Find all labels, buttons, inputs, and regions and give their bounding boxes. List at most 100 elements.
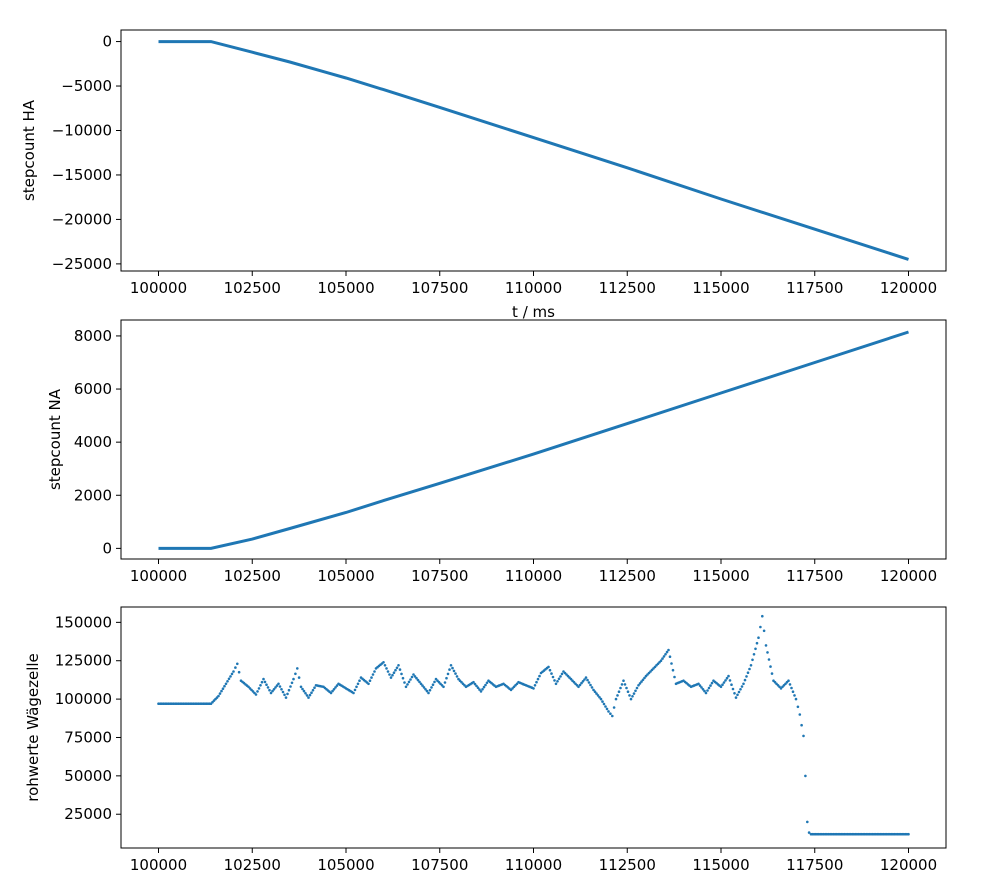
data-point bbox=[740, 685, 744, 688]
data-point bbox=[352, 691, 355, 695]
data-point bbox=[631, 695, 634, 698]
data-point bbox=[752, 653, 756, 656]
data-point bbox=[643, 676, 646, 680]
data-point bbox=[313, 686, 316, 689]
data-point bbox=[310, 691, 313, 694]
data-point bbox=[308, 693, 312, 697]
data-point bbox=[397, 664, 400, 667]
data-point bbox=[262, 677, 265, 681]
data-point bbox=[616, 694, 619, 697]
data-point bbox=[385, 667, 388, 670]
data-point bbox=[764, 644, 768, 647]
x-tick-label: 115000 bbox=[692, 567, 749, 585]
data-point bbox=[725, 676, 729, 680]
y-tick-label: 125000 bbox=[55, 652, 112, 670]
data-point bbox=[583, 678, 586, 681]
data-point bbox=[609, 712, 612, 715]
data-point bbox=[532, 687, 535, 690]
data-point bbox=[416, 678, 420, 682]
data-point bbox=[710, 681, 714, 685]
data-point bbox=[418, 680, 421, 684]
data-point bbox=[554, 682, 558, 686]
data-point bbox=[234, 666, 237, 669]
data-point bbox=[601, 700, 604, 703]
data-point bbox=[589, 683, 592, 687]
data-point bbox=[388, 673, 391, 676]
data-point bbox=[445, 676, 448, 680]
data-point bbox=[454, 672, 457, 675]
data-point bbox=[734, 696, 738, 699]
data-point bbox=[473, 682, 477, 686]
data-point bbox=[770, 672, 774, 675]
data-point bbox=[556, 680, 559, 683]
x-tick-label: 120000 bbox=[880, 279, 937, 297]
data-point bbox=[428, 688, 432, 692]
data-point bbox=[762, 629, 766, 633]
data-point bbox=[800, 723, 803, 727]
data-point bbox=[433, 680, 436, 684]
x-tick-label: 100000 bbox=[130, 856, 187, 874]
data-point bbox=[637, 684, 640, 687]
data-point bbox=[415, 676, 418, 680]
data-point bbox=[599, 697, 603, 701]
data-point bbox=[479, 690, 483, 693]
data-point bbox=[584, 676, 588, 679]
data-point bbox=[329, 691, 333, 695]
y-tick-label: −25000 bbox=[52, 255, 112, 273]
data-point bbox=[260, 680, 264, 684]
data-point bbox=[659, 659, 663, 662]
data-point bbox=[628, 694, 631, 697]
data-point bbox=[593, 690, 597, 693]
x-tick-label: 120000 bbox=[880, 567, 937, 585]
data-point bbox=[788, 683, 792, 686]
data-point bbox=[802, 734, 805, 738]
data-point bbox=[767, 658, 771, 661]
data-point bbox=[755, 641, 759, 645]
data-point bbox=[382, 661, 385, 664]
data-point bbox=[391, 673, 394, 677]
data-point bbox=[626, 690, 630, 693]
data-point bbox=[804, 774, 807, 778]
data-point bbox=[370, 676, 373, 679]
x-tick-label: 112500 bbox=[599, 279, 656, 297]
data-point bbox=[547, 665, 550, 669]
data-point bbox=[698, 684, 702, 687]
data-point bbox=[259, 684, 262, 687]
data-point bbox=[769, 665, 772, 668]
data-point bbox=[292, 677, 295, 681]
data-point bbox=[668, 655, 672, 658]
data-point bbox=[629, 697, 633, 701]
data-point bbox=[353, 688, 357, 692]
data-point bbox=[297, 676, 301, 679]
data-point bbox=[256, 690, 259, 693]
data-point bbox=[230, 672, 234, 676]
data-point bbox=[700, 686, 703, 689]
data-point bbox=[302, 689, 306, 693]
data-point bbox=[478, 688, 481, 691]
data-point bbox=[743, 678, 747, 682]
data-point bbox=[790, 686, 793, 690]
x-tick-label: 100000 bbox=[130, 279, 187, 297]
x-tick-label: 105000 bbox=[317, 567, 374, 585]
data-point bbox=[389, 676, 393, 679]
y-axis-label: rohwerte Wägezelle bbox=[24, 653, 42, 802]
data-point bbox=[794, 697, 798, 701]
data-point bbox=[697, 682, 700, 686]
data-point bbox=[761, 614, 764, 618]
data-point bbox=[409, 678, 412, 681]
data-point bbox=[448, 668, 451, 671]
series-line bbox=[158, 330, 909, 550]
data-point bbox=[586, 678, 589, 682]
data-point bbox=[268, 688, 271, 692]
y-tick-label: 8000 bbox=[74, 327, 112, 345]
x-tick-label: 105000 bbox=[317, 279, 374, 297]
data-point bbox=[742, 682, 745, 686]
y-axis-label: stepcount NA bbox=[46, 388, 64, 490]
y-tick-label: −5000 bbox=[61, 77, 112, 95]
data-point bbox=[421, 684, 424, 687]
data-point bbox=[759, 625, 762, 629]
data-point bbox=[602, 702, 606, 706]
data-point bbox=[737, 690, 741, 694]
data-point bbox=[807, 831, 811, 834]
data-point bbox=[665, 650, 669, 654]
